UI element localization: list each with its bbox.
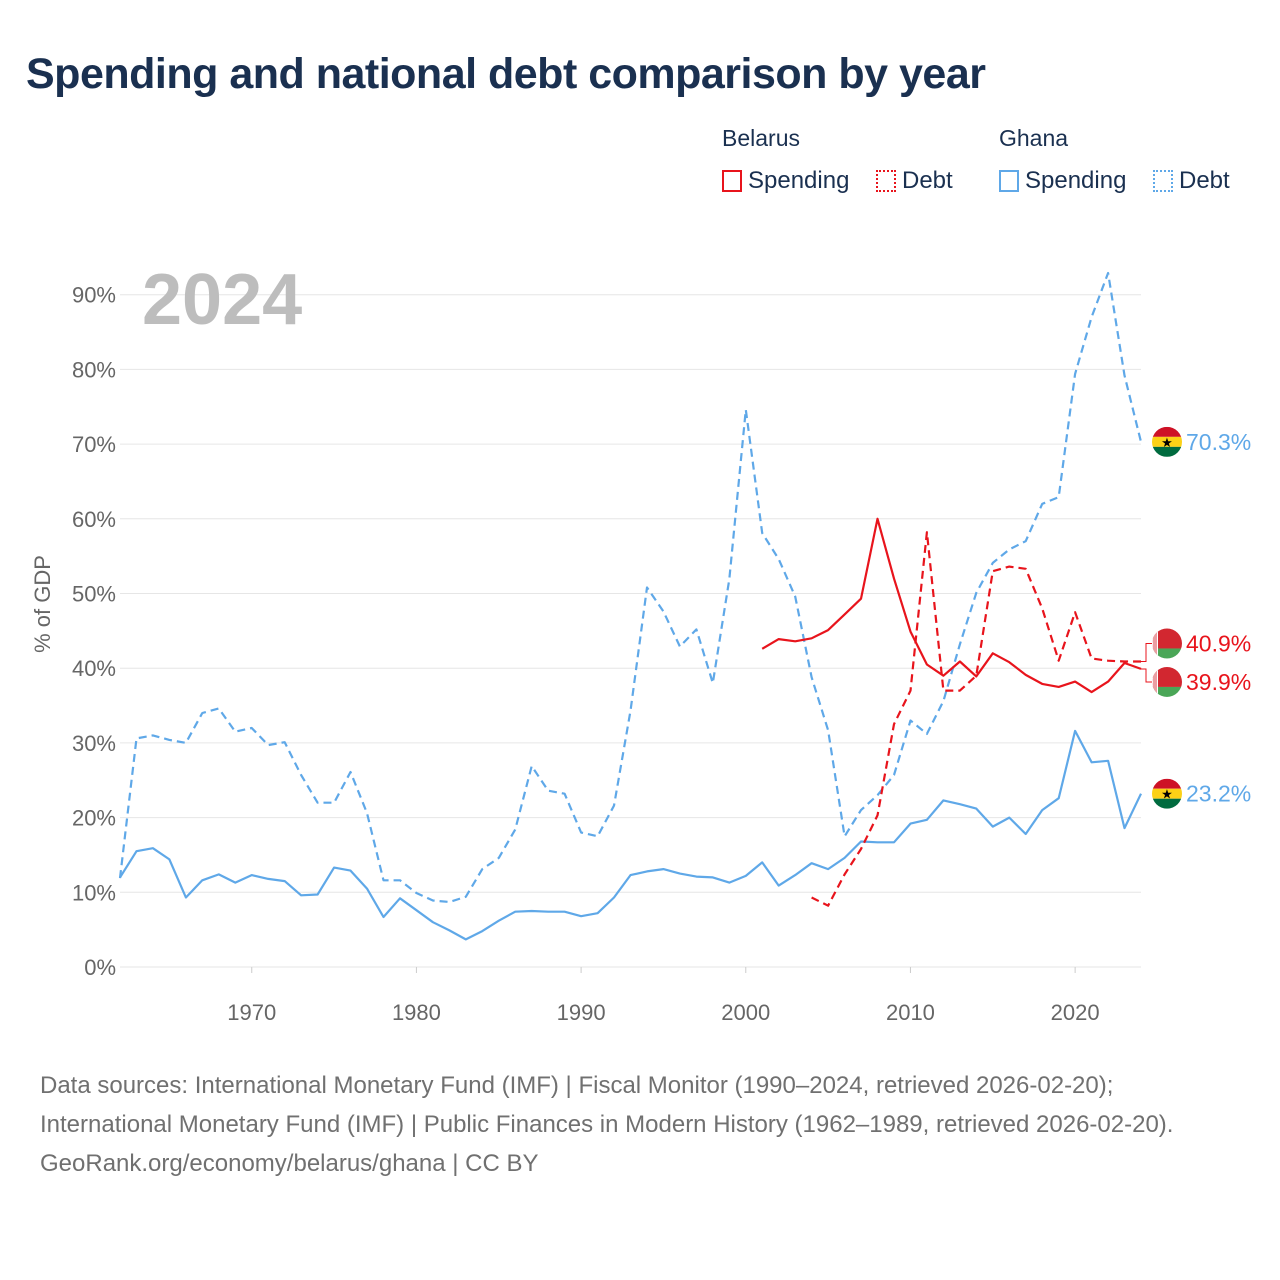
connector-belarus-debt [1141, 642, 1152, 662]
y-tick-label: 20% [72, 806, 116, 831]
x-tick-label: 1990 [557, 1000, 606, 1025]
end-markers: ★ 70.3% ★ 23.2% 40.9% 39.9% [1141, 426, 1251, 809]
y-tick-label: 40% [72, 656, 116, 681]
flag-belarus-spending-icon [1152, 666, 1182, 697]
y-tick-label: 80% [72, 357, 116, 382]
series-lines [118, 271, 1143, 941]
credit-line: GeoRank.org/economy/belarus/ghana | CC B… [40, 1150, 539, 1177]
y-tick-label: 50% [72, 582, 116, 607]
star-icon: ★ [1161, 436, 1173, 451]
flag-ghana-debt-icon: ★ [1152, 426, 1182, 457]
series-line-belarus-spending[interactable] [761, 517, 1142, 694]
end-label-belarus-spending: 39.9% [1186, 669, 1251, 695]
y-tick-label: 0% [84, 955, 116, 980]
series-line-ghana-debt[interactable] [118, 271, 1143, 904]
series-line-ghana-spending[interactable] [119, 729, 1142, 941]
end-label-ghana-spending: 23.2% [1186, 781, 1251, 807]
data-sources: Data sources: International Monetary Fun… [40, 1072, 1174, 1138]
connector-belarus-spending [1141, 668, 1152, 683]
end-label-belarus-debt: 40.9% [1186, 630, 1251, 656]
star-icon: ★ [1161, 788, 1173, 803]
y-tick-label: 10% [72, 880, 116, 905]
flag-ghana-spending-icon: ★ [1152, 778, 1182, 809]
x-tick-label: 2010 [886, 1000, 935, 1025]
x-axis-ticks: 1970 1980 1990 2000 2010 2020 [227, 967, 1100, 1025]
y-tick-label: 70% [72, 432, 116, 457]
y-tick-label: 30% [72, 731, 116, 756]
y-tick-label: 90% [72, 283, 116, 308]
y-axis-title: % of GDP [30, 555, 55, 653]
footer: Data sources: International Monetary Fun… [40, 1066, 1240, 1183]
x-tick-label: 1980 [392, 1000, 441, 1025]
x-tick-label: 1970 [227, 1000, 276, 1025]
y-tick-label: 60% [72, 507, 116, 532]
y-axis-ticks: 0% 10% 20% 30% 40% 50% 60% 70% 80% 90% [72, 283, 116, 980]
grid-lines [120, 294, 1141, 968]
end-label-ghana-debt: 70.3% [1186, 429, 1251, 455]
line-chart: 2024 % of GDP 0% 10% 20% 30% 40% 50% 60% 70% 80%… [30, 260, 1251, 1025]
chart-title: Spending and national debt comparison by… [26, 50, 986, 98]
series-line-belarus-debt[interactable] [811, 531, 1141, 907]
flag-belarus-debt-icon [1152, 628, 1182, 659]
x-tick-label: 2000 [721, 1000, 770, 1025]
year-watermark: 2024 [142, 260, 302, 340]
x-tick-label: 2020 [1051, 1000, 1100, 1025]
